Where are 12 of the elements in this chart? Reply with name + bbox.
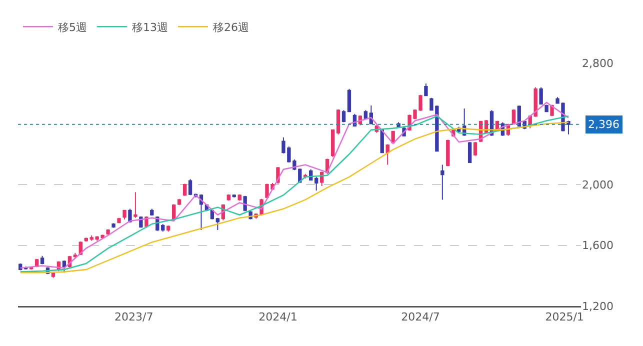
x-tick-label: 2024/7 [401, 310, 440, 324]
x-tick-label: 2023/7 [114, 310, 154, 324]
y-tick-label: 2,000 [582, 178, 614, 192]
y-tick-label: 1,200 [582, 300, 614, 313]
x-tick-label: 2024/1 [258, 310, 298, 324]
y-tick-label: 2,800 [582, 56, 614, 70]
legend-label: 移5週 [58, 20, 87, 34]
legend-label: 移13週 [132, 20, 168, 34]
legend-label: 移26週 [213, 20, 249, 34]
y-tick-label: 1,600 [582, 239, 614, 252]
ref-line-label: 2,396 [588, 118, 620, 131]
x-tick-label: 2025/1 [545, 310, 584, 324]
